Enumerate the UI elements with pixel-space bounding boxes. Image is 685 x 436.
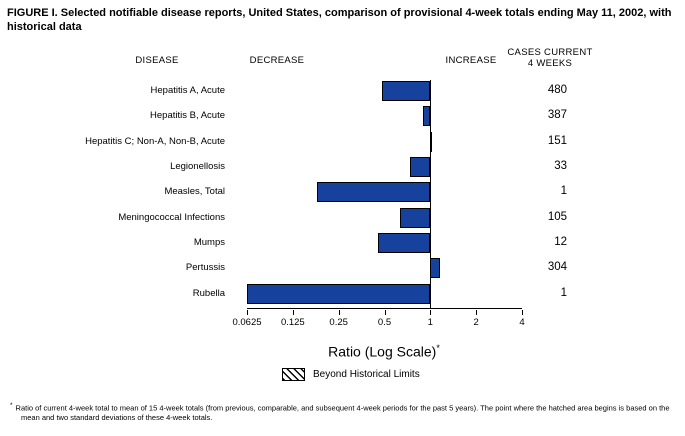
disease-label: Hepatitis B, Acute [150, 110, 225, 122]
footnote: * Ratio of current 4-week total to mean o… [10, 402, 685, 423]
disease-label: Legionellosis [170, 161, 225, 173]
x-axis-tick-label: 4 [519, 317, 525, 328]
baseline-ratio-1 [429, 80, 431, 308]
cases-value: 12 [554, 236, 567, 249]
bar [381, 81, 431, 101]
x-axis-tick-label: 1 [427, 317, 433, 328]
x-axis-tick [430, 309, 432, 315]
x-axis-tick-label: 0.0625 [232, 317, 262, 328]
column-header-cases: CASES CURRENT 4 WEEKS [488, 47, 612, 70]
x-axis-tick [476, 309, 478, 315]
x-axis-tick [292, 309, 294, 315]
disease-label: Meningococcal Infections [118, 211, 225, 223]
cases-value: 1 [560, 286, 567, 299]
disease-label: Hepatitis C; Non-A, Non-B, Acute [85, 135, 225, 147]
bar [409, 157, 431, 178]
cases-value: 1 [560, 185, 567, 198]
footnote-marker: * [10, 402, 13, 409]
x-axis-title-footnote-marker: * [436, 343, 440, 353]
column-header-disease: DISEASE [135, 55, 179, 66]
hatch-swatch [282, 367, 305, 381]
x-axis-tick [522, 309, 523, 315]
bar [247, 283, 431, 304]
column-header-increase: INCREASE [445, 55, 497, 66]
x-axis-tick-label: 0.125 [280, 317, 305, 328]
column-header-decrease: DECREASE [249, 55, 305, 66]
x-axis-tick-label: 0.25 [329, 317, 348, 328]
x-axis-line [247, 308, 522, 309]
disease-label: Pertussis [185, 262, 225, 274]
column-header-cases-line2: 4 WEEKS [527, 57, 573, 69]
footnote-text: Ratio of current 4-week total to mean of… [15, 403, 670, 423]
legend: Beyond Historical Limits [282, 367, 420, 381]
bar [430, 131, 433, 152]
bar [316, 182, 431, 203]
disease-label: Hepatitis A, Acute [150, 85, 225, 96]
bar [377, 233, 431, 254]
bar [399, 207, 431, 228]
bar [430, 258, 440, 279]
x-axis-title: Ratio (Log Scale)* [284, 343, 484, 360]
disease-label: Mumps [193, 237, 225, 249]
x-axis-tick [338, 309, 340, 315]
x-axis-tick-label: 2 [473, 317, 479, 328]
legend-label: Beyond Historical Limits [313, 368, 420, 380]
cases-value: 480 [547, 84, 567, 96]
cases-value: 387 [547, 109, 567, 122]
cases-value: 304 [547, 261, 567, 274]
x-axis-tick [384, 309, 386, 315]
column-header-cases-line1: CASES CURRENT [507, 47, 593, 58]
disease-label: Rubella [192, 287, 225, 299]
cases-value: 33 [554, 160, 567, 173]
figure-title: FIGURE I. Selected notifiable disease re… [7, 7, 672, 34]
disease-label: Measles, Total [164, 186, 225, 198]
x-axis-tick [247, 309, 248, 315]
x-axis-tick-label: 0.5 [377, 317, 392, 328]
cases-value: 105 [547, 210, 567, 223]
cases-value: 151 [547, 134, 567, 147]
x-axis-title-text: Ratio (Log Scale) [328, 343, 437, 360]
